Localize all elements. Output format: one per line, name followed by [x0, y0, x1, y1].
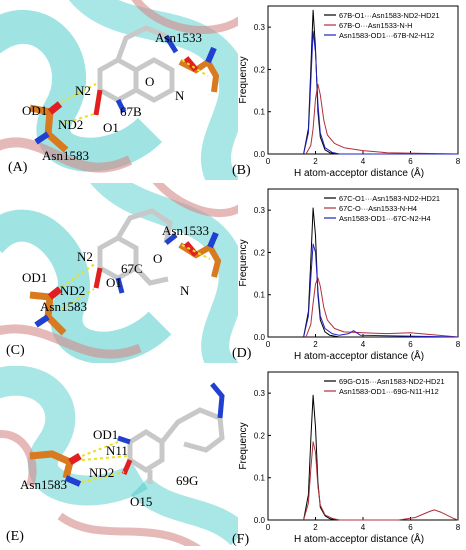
residue-label-asn1583: Asn1583 — [40, 299, 87, 314]
structure-panel-e: OD1 N11 ND2 O15 69G Asn1583 (E) — [0, 366, 238, 546]
chart-panel-d: 0.0 0.1 0.2 0.3 0 2 4 6 8 H atom-acceptor distanc… — [232, 183, 466, 363]
legend-entry-2: Asn1583-OD1···69G-N11-H12 — [339, 387, 439, 396]
x-axis-label: H atom-acceptor distance (Å) — [294, 532, 424, 545]
residue-label-asn1583: Asn1583 — [20, 477, 67, 492]
legend-entry-1: 69G-O15···Asn1583-ND2-HD21 — [339, 377, 445, 386]
x-tick-label: 8 — [456, 340, 461, 349]
series-line-2 — [305, 83, 459, 155]
y-tick-label: 0.2 — [254, 248, 266, 257]
panel-letter-a: (A) — [8, 160, 28, 175]
y-tick-label: 0.2 — [254, 65, 266, 74]
chart-d: 0.0 0.1 0.2 0.3 0 2 4 6 8 H atom-acceptor distanc… — [238, 188, 461, 362]
y-tick-label: 0.1 — [254, 474, 266, 483]
atom-label-n11: N11 — [106, 443, 128, 458]
x-tick-label: 4 — [361, 523, 366, 532]
atom-label-n: N — [175, 88, 185, 103]
y-tick-label: 0.1 — [254, 291, 266, 300]
x-tick-label: 6 — [408, 523, 413, 532]
chart-panel-f: 0.0 0.1 0.2 0.3 0 2 4 6 8 H atom-acceptor distanc… — [232, 366, 466, 550]
y-tick-label: 0.0 — [254, 150, 266, 159]
ligand-label: 67C — [121, 261, 143, 276]
x-tick-label: 4 — [361, 340, 366, 349]
x-tick-label: 8 — [456, 523, 461, 532]
protein-ligand-scene-a — [0, 0, 238, 180]
atom-label-n: N — [180, 283, 190, 298]
atom-label-o15: O15 — [130, 494, 153, 509]
y-axis-label: Frequency — [238, 56, 249, 103]
y-tick-label: 0.0 — [254, 333, 266, 342]
panel-letter-e: (E) — [6, 529, 24, 544]
series-line-3 — [303, 30, 458, 155]
atom-label-od1: OD1 — [22, 270, 48, 285]
chart-f: 0.0 0.1 0.2 0.3 0 2 4 6 8 H atom-acceptor distanc… — [238, 371, 461, 545]
chart-panel-b: 0.0 0.1 0.2 0.3 0 2 4 6 8 H atom-acceptor distanc… — [232, 0, 466, 180]
panel-letter-f: (F) — [232, 532, 250, 547]
panel-letter-b: (B) — [232, 163, 251, 178]
atom-label-o1: O1 — [103, 120, 119, 135]
ligand-label: 67B — [120, 104, 142, 119]
residue-label-asn1533: Asn1533 — [162, 223, 209, 238]
residue-label-asn1533: Asn1533 — [155, 30, 202, 45]
legend-entry-2: 67B-O···Asn1533-N-H — [339, 21, 413, 30]
atom-label-nd2: ND2 — [58, 117, 84, 132]
atom-label-o: O — [153, 251, 163, 266]
chart-b: 0.0 0.1 0.2 0.3 0 2 4 6 8 H atom-acceptor distanc… — [238, 5, 461, 179]
atom-label-n2: N2 — [77, 249, 93, 264]
x-tick-label: 2 — [313, 157, 318, 166]
x-tick-label: 0 — [266, 157, 271, 166]
x-tick-label: 4 — [361, 157, 366, 166]
x-tick-label: 0 — [266, 340, 271, 349]
atom-label-o: O — [145, 74, 155, 89]
atom-label-nd2: ND2 — [89, 465, 115, 480]
y-tick-label: 0.3 — [254, 23, 266, 32]
series-line-1 — [303, 394, 458, 521]
x-tick-label: 0 — [266, 523, 271, 532]
y-tick-label: 0.0 — [254, 516, 266, 525]
panel-letter-d: (D) — [232, 346, 252, 361]
series-line-3 — [303, 243, 459, 338]
structure-panel-c: Asn1533 N2 OD1 ND2 O1 O N 67C Asn1583 (C… — [0, 183, 238, 363]
residue-label-asn1583: Asn1583 — [42, 148, 89, 163]
x-tick-label: 6 — [408, 340, 413, 349]
legend-entry-1: 67C-O1···Asn1583-ND2-HD21 — [339, 194, 440, 203]
x-axis-label: H atom-acceptor distance (Å) — [294, 166, 424, 179]
atom-label-od1: OD1 — [22, 103, 48, 118]
legend-entry-2: 67C-O···Asn1533-N-H4 — [339, 204, 417, 213]
protein-ligand-scene-e — [0, 366, 238, 546]
atom-label-o1: O1 — [106, 275, 122, 290]
y-tick-label: 0.1 — [254, 108, 266, 117]
legend-entry-3: Asn1583-OD1···67B-N2-H12 — [339, 31, 434, 40]
x-axis-label: H atom-acceptor distance (Å) — [294, 349, 424, 362]
x-tick-label: 2 — [313, 523, 318, 532]
y-tick-label: 0.2 — [254, 431, 266, 440]
y-axis-label: Frequency — [238, 422, 249, 469]
y-tick-label: 0.3 — [254, 389, 266, 398]
protein-ligand-scene-c — [0, 183, 238, 363]
x-tick-label: 8 — [456, 157, 461, 166]
y-axis-label: Frequency — [238, 239, 249, 286]
ligand-label: 69G — [176, 473, 199, 488]
series-line-2 — [305, 277, 459, 338]
atom-label-n2: N2 — [75, 83, 91, 98]
legend-entry-1: 67B-O1···Asn1583-ND2-HD21 — [339, 11, 440, 20]
panel-letter-c: (C) — [6, 343, 25, 358]
legend-entry-3: Asn1583-OD1···67C-N2-H4 — [339, 214, 431, 223]
x-tick-label: 6 — [408, 157, 413, 166]
atom-label-od1: OD1 — [93, 427, 119, 442]
series-line-2 — [303, 441, 459, 521]
atom-label-nd2: ND2 — [60, 283, 86, 298]
y-tick-label: 0.3 — [254, 206, 266, 215]
structure-panel-a: Asn1533 N2 OD1 ND2 O1 O N 67B Asn1583 (A… — [0, 0, 238, 180]
x-tick-label: 2 — [313, 340, 318, 349]
